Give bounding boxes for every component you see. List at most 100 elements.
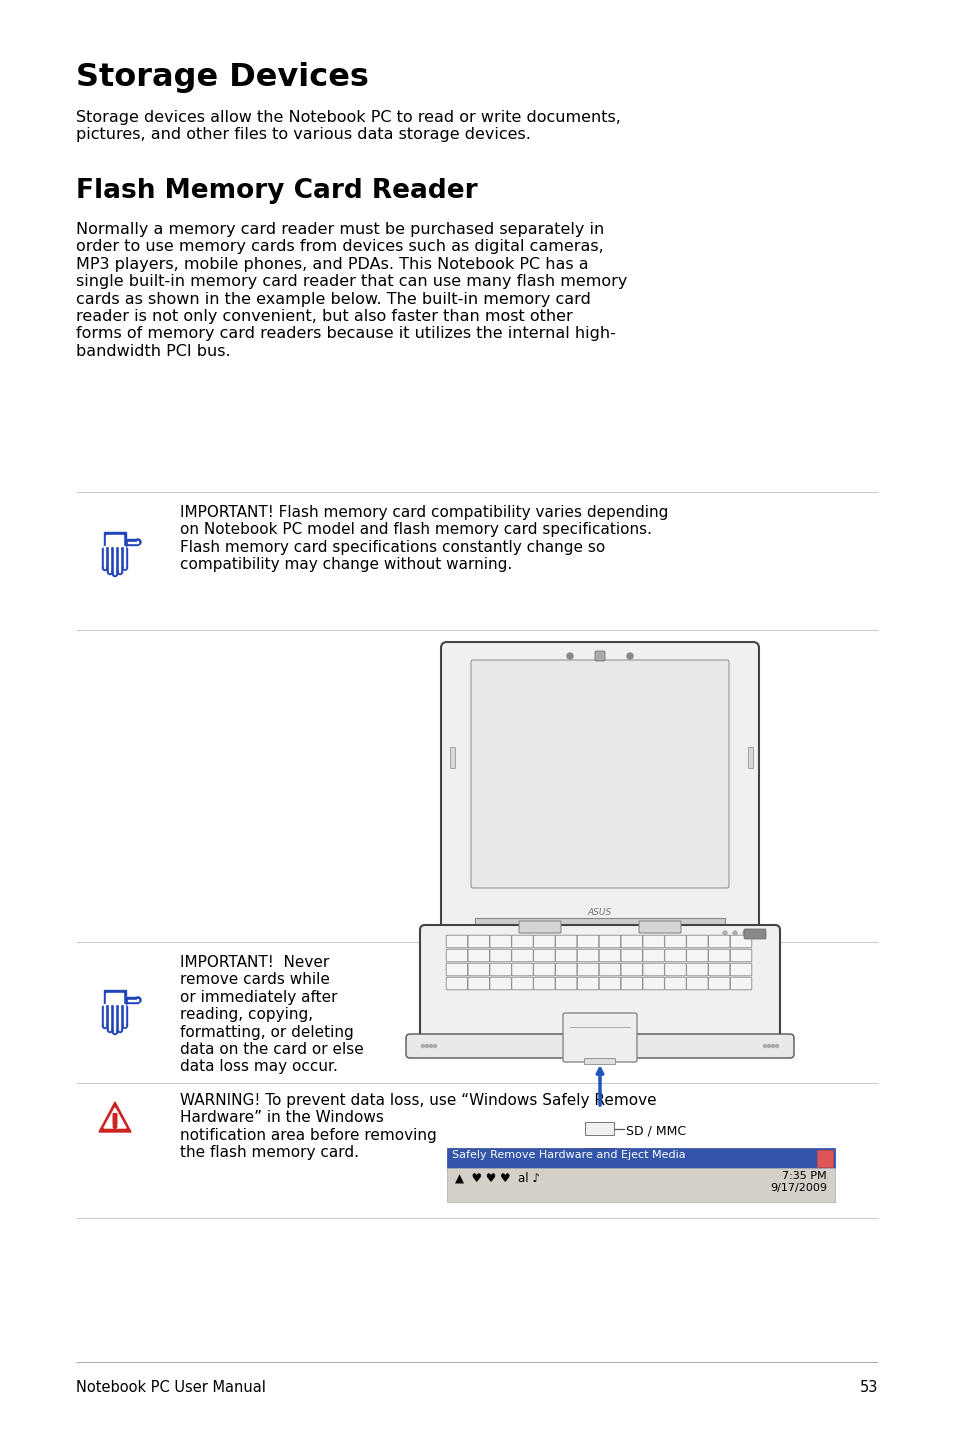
Circle shape bbox=[123, 565, 127, 571]
Polygon shape bbox=[117, 548, 122, 572]
FancyBboxPatch shape bbox=[708, 963, 729, 976]
FancyBboxPatch shape bbox=[555, 963, 577, 976]
FancyBboxPatch shape bbox=[816, 1150, 832, 1168]
Polygon shape bbox=[99, 1102, 131, 1132]
FancyBboxPatch shape bbox=[562, 1012, 637, 1063]
FancyBboxPatch shape bbox=[446, 949, 467, 962]
Polygon shape bbox=[125, 1004, 126, 1024]
FancyBboxPatch shape bbox=[664, 949, 685, 962]
FancyBboxPatch shape bbox=[577, 963, 598, 976]
Circle shape bbox=[135, 539, 141, 545]
Polygon shape bbox=[123, 1007, 127, 1025]
FancyBboxPatch shape bbox=[620, 963, 641, 976]
Text: Safely Remove Hardware and Eject Media: Safely Remove Hardware and Eject Media bbox=[452, 1150, 685, 1160]
FancyBboxPatch shape bbox=[490, 963, 511, 976]
FancyBboxPatch shape bbox=[468, 949, 489, 962]
Circle shape bbox=[108, 569, 112, 575]
Polygon shape bbox=[104, 1109, 126, 1127]
FancyBboxPatch shape bbox=[490, 935, 511, 948]
Text: Flash Memory Card Reader: Flash Memory Card Reader bbox=[76, 178, 477, 204]
FancyBboxPatch shape bbox=[468, 935, 489, 948]
FancyBboxPatch shape bbox=[577, 978, 598, 989]
Polygon shape bbox=[102, 548, 108, 568]
Circle shape bbox=[429, 1044, 432, 1047]
Text: ▲  ♥ ♥ ♥  al ♪: ▲ ♥ ♥ ♥ al ♪ bbox=[455, 1172, 539, 1185]
FancyBboxPatch shape bbox=[642, 935, 663, 948]
FancyBboxPatch shape bbox=[708, 935, 729, 948]
Polygon shape bbox=[105, 1004, 106, 1024]
Polygon shape bbox=[119, 545, 120, 569]
FancyBboxPatch shape bbox=[595, 651, 604, 661]
FancyBboxPatch shape bbox=[446, 935, 467, 948]
Text: 53: 53 bbox=[859, 1380, 877, 1395]
Polygon shape bbox=[123, 548, 127, 568]
Polygon shape bbox=[126, 539, 138, 545]
Circle shape bbox=[102, 565, 108, 571]
Circle shape bbox=[425, 1044, 428, 1047]
Polygon shape bbox=[126, 997, 138, 1002]
Text: IMPORTANT! Flash memory card compatibility varies depending
on Notebook PC model: IMPORTANT! Flash memory card compatibili… bbox=[180, 505, 668, 572]
Circle shape bbox=[135, 997, 141, 1002]
Polygon shape bbox=[108, 1007, 112, 1030]
FancyBboxPatch shape bbox=[620, 935, 641, 948]
Polygon shape bbox=[119, 1004, 120, 1028]
FancyBboxPatch shape bbox=[447, 1148, 834, 1168]
FancyBboxPatch shape bbox=[730, 949, 751, 962]
Text: WARNING! To prevent data loss, use “Windows Safely Remove
Hardware” in the Windo: WARNING! To prevent data loss, use “Wind… bbox=[180, 1093, 656, 1160]
FancyBboxPatch shape bbox=[490, 978, 511, 989]
FancyBboxPatch shape bbox=[440, 641, 759, 932]
FancyBboxPatch shape bbox=[639, 920, 680, 933]
FancyBboxPatch shape bbox=[555, 949, 577, 962]
Polygon shape bbox=[114, 545, 115, 571]
Circle shape bbox=[626, 653, 633, 659]
Circle shape bbox=[767, 1044, 770, 1047]
Text: ASUS: ASUS bbox=[587, 907, 612, 917]
Circle shape bbox=[775, 1044, 778, 1047]
FancyBboxPatch shape bbox=[577, 935, 598, 948]
FancyBboxPatch shape bbox=[708, 949, 729, 962]
Circle shape bbox=[117, 569, 122, 575]
Circle shape bbox=[732, 930, 737, 935]
FancyBboxPatch shape bbox=[447, 1168, 834, 1202]
FancyBboxPatch shape bbox=[468, 963, 489, 976]
FancyBboxPatch shape bbox=[490, 949, 511, 962]
FancyBboxPatch shape bbox=[708, 978, 729, 989]
FancyBboxPatch shape bbox=[598, 949, 620, 962]
Polygon shape bbox=[112, 1007, 117, 1032]
FancyBboxPatch shape bbox=[598, 978, 620, 989]
Text: Notebook PC User Manual: Notebook PC User Manual bbox=[76, 1380, 266, 1395]
FancyBboxPatch shape bbox=[511, 963, 533, 976]
Polygon shape bbox=[104, 989, 126, 1007]
Text: Storage devices allow the Notebook PC to read or write documents,
pictures, and : Storage devices allow the Notebook PC to… bbox=[76, 109, 620, 142]
FancyBboxPatch shape bbox=[686, 963, 707, 976]
Circle shape bbox=[123, 1024, 127, 1028]
Circle shape bbox=[421, 1044, 424, 1047]
Text: 7:35 PM
9/17/2009: 7:35 PM 9/17/2009 bbox=[769, 1171, 826, 1192]
FancyBboxPatch shape bbox=[642, 949, 663, 962]
FancyBboxPatch shape bbox=[533, 935, 555, 948]
Polygon shape bbox=[110, 1004, 111, 1028]
FancyBboxPatch shape bbox=[598, 935, 620, 948]
Polygon shape bbox=[102, 1007, 108, 1025]
Circle shape bbox=[433, 1044, 436, 1047]
Polygon shape bbox=[114, 1004, 115, 1030]
FancyBboxPatch shape bbox=[584, 1058, 615, 1064]
FancyBboxPatch shape bbox=[730, 935, 751, 948]
FancyBboxPatch shape bbox=[686, 935, 707, 948]
FancyBboxPatch shape bbox=[686, 949, 707, 962]
FancyBboxPatch shape bbox=[585, 1149, 614, 1162]
Text: Storage Devices: Storage Devices bbox=[76, 62, 369, 93]
Circle shape bbox=[102, 1024, 108, 1028]
FancyBboxPatch shape bbox=[471, 660, 728, 889]
Polygon shape bbox=[107, 535, 123, 545]
FancyBboxPatch shape bbox=[446, 978, 467, 989]
Text: Normally a memory card reader must be purchased separately in
order to use memor: Normally a memory card reader must be pu… bbox=[76, 221, 627, 360]
FancyBboxPatch shape bbox=[406, 1034, 793, 1058]
FancyBboxPatch shape bbox=[664, 978, 685, 989]
Circle shape bbox=[112, 571, 117, 577]
Text: SD / MMC: SD / MMC bbox=[625, 1125, 685, 1137]
FancyBboxPatch shape bbox=[511, 949, 533, 962]
Circle shape bbox=[108, 1028, 112, 1032]
Circle shape bbox=[597, 653, 602, 659]
FancyBboxPatch shape bbox=[620, 978, 641, 989]
